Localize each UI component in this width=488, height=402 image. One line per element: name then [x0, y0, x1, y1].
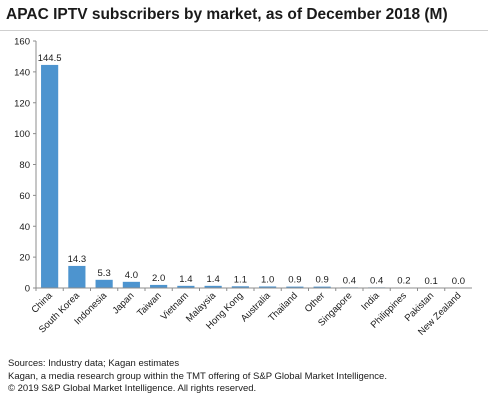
y-tick-label: 120: [14, 98, 30, 109]
bar-value-label: 1.4: [179, 274, 192, 285]
y-tick-label: 80: [19, 160, 30, 171]
bar: [68, 265, 86, 288]
y-tick-label: 20: [19, 253, 30, 264]
y-tick-label: 100: [14, 129, 30, 140]
chart-footer: Sources: Industry data; Kagan estimates …: [8, 358, 387, 396]
bar-value-label: 0.2: [397, 276, 410, 287]
bar-value-label: 5.3: [98, 268, 111, 279]
x-tick-label: Other: [303, 290, 328, 315]
bar: [313, 286, 331, 288]
bar: [177, 285, 195, 288]
bar-value-label: 2.0: [152, 273, 165, 284]
title-divider: [0, 30, 488, 31]
bar-value-label: 0.4: [370, 275, 383, 286]
bar: [41, 64, 59, 288]
bar-value-label: 0.1: [425, 276, 438, 287]
bar-value-label: 4.0: [125, 270, 138, 281]
bar-chart: 020406080100120140160144.5China14.3South…: [14, 37, 472, 338]
bar-value-label: 1.4: [207, 274, 220, 285]
bar: [150, 284, 168, 288]
bar-value-label: 144.5: [38, 53, 62, 64]
bar-value-label: 1.1: [234, 274, 247, 285]
chart-title: APAC IPTV subscribers by market, as of D…: [6, 6, 448, 23]
bar-value-label: 0.9: [316, 275, 329, 286]
bar-value-label: 0.4: [343, 275, 356, 286]
kagan-note: Kagan, a media research group within the…: [8, 370, 387, 382]
x-tick-label: India: [359, 290, 382, 313]
bar: [231, 286, 249, 288]
copyright-note: © 2019 S&P Global Market Intelligence. A…: [8, 383, 257, 395]
x-tick-label: Thailand: [266, 290, 300, 324]
y-tick-label: 60: [19, 191, 30, 202]
bar-value-label: 14.3: [68, 254, 87, 265]
y-tick-label: 140: [14, 67, 30, 78]
bar: [286, 286, 304, 288]
y-tick-label: 160: [14, 37, 30, 48]
bar-value-label: 0.9: [288, 275, 301, 286]
bar: [204, 285, 222, 288]
y-tick-label: 0: [25, 284, 30, 295]
bar: [95, 279, 113, 288]
x-tick-label: Japan: [110, 290, 136, 316]
bar: [122, 281, 140, 288]
sources-note: Sources: Industry data; Kagan estimates: [8, 358, 180, 369]
bar-value-label: 0.0: [452, 276, 465, 287]
bar-value-label: 1.0: [261, 274, 274, 285]
y-tick-label: 40: [19, 222, 30, 233]
bar: [259, 286, 277, 288]
